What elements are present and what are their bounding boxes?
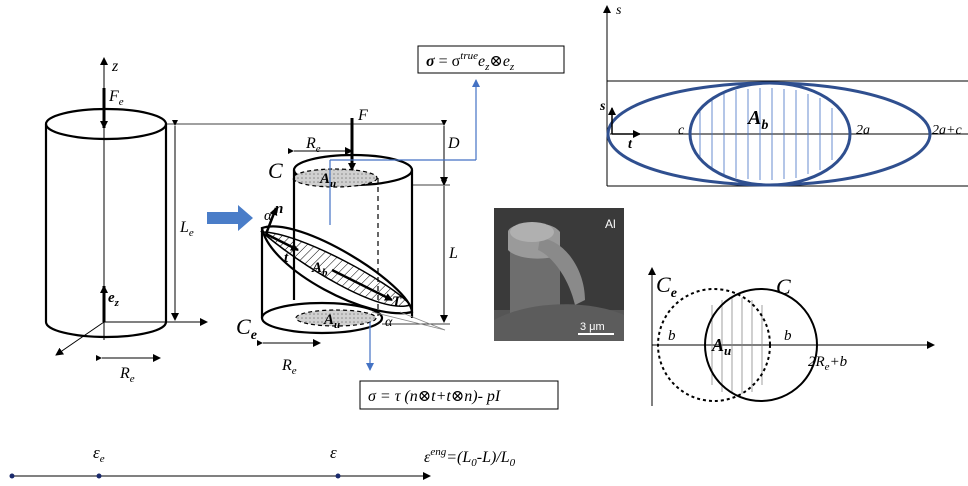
traction-t-label: T xyxy=(392,294,402,310)
angle-alpha-bottom: α xyxy=(385,315,393,330)
right-cylinder xyxy=(257,118,450,347)
offset-d-label: D xyxy=(447,135,460,152)
photo-scale-bar-label: 3 μm xyxy=(580,321,605,333)
strain-eps-e: εe xyxy=(93,443,105,465)
photo-element-label: Al xyxy=(605,217,616,231)
label-2re-plus-b: 2Re+b xyxy=(808,354,848,373)
z-axis-label: z xyxy=(111,58,119,75)
area-ab-band: Ab xyxy=(311,260,328,279)
axis-s-inner: s xyxy=(599,99,606,114)
label-ce-right: Ce xyxy=(236,314,257,343)
force-f-label: F xyxy=(357,107,368,124)
angle-alpha-top: α xyxy=(264,208,273,224)
basis-ez-label: ez xyxy=(108,290,120,309)
sem-micrograph xyxy=(494,208,624,341)
length-l-label: L xyxy=(448,245,458,262)
area-au-circle: Au xyxy=(711,335,731,358)
normal-n-label: n xyxy=(275,201,283,217)
formula-bottom-box xyxy=(359,380,559,410)
label-b-left: b xyxy=(668,328,676,344)
formula-bottom: σ = τ (n⊗t+t⊗n)- pI xyxy=(368,388,501,405)
formula-top-box xyxy=(417,45,565,74)
label-b-right: b xyxy=(784,328,792,344)
label-c-ellipse: c xyxy=(678,123,685,138)
strain-axis xyxy=(9,472,431,480)
radius-re-top-label: Re xyxy=(305,135,321,155)
tangent-t-label: t xyxy=(284,250,289,266)
radius-re-bottom-label: Re xyxy=(281,357,297,377)
axis-t-inner: t xyxy=(628,137,633,152)
formula-top: σ = σtrueez⊗ez xyxy=(426,50,515,73)
force-fe-label: Fe xyxy=(108,88,124,108)
transition-arrow xyxy=(207,205,253,231)
radius-re-left-label: Re xyxy=(119,365,135,385)
area-au-top: Au xyxy=(319,171,336,190)
area-ab-ellipse: Ab xyxy=(746,107,768,133)
area-au-bottom: Au xyxy=(323,312,340,331)
label-2a: 2a xyxy=(856,123,870,138)
axis-s-outer: s xyxy=(616,3,622,18)
circle-plot xyxy=(648,267,935,406)
label-ce-circle: Ce xyxy=(656,272,677,301)
ellipse-plot xyxy=(603,5,968,187)
label-c-right: C xyxy=(268,158,283,183)
label-2a-plus-c: 2a+c xyxy=(932,123,962,138)
strain-eps: ε xyxy=(330,443,337,462)
label-c-circle: C xyxy=(776,274,791,299)
length-le-label: Le xyxy=(179,219,194,239)
left-cylinder xyxy=(44,57,444,362)
strain-eps-eng-formula: εeng=(L0-L)/L0 xyxy=(424,446,516,469)
